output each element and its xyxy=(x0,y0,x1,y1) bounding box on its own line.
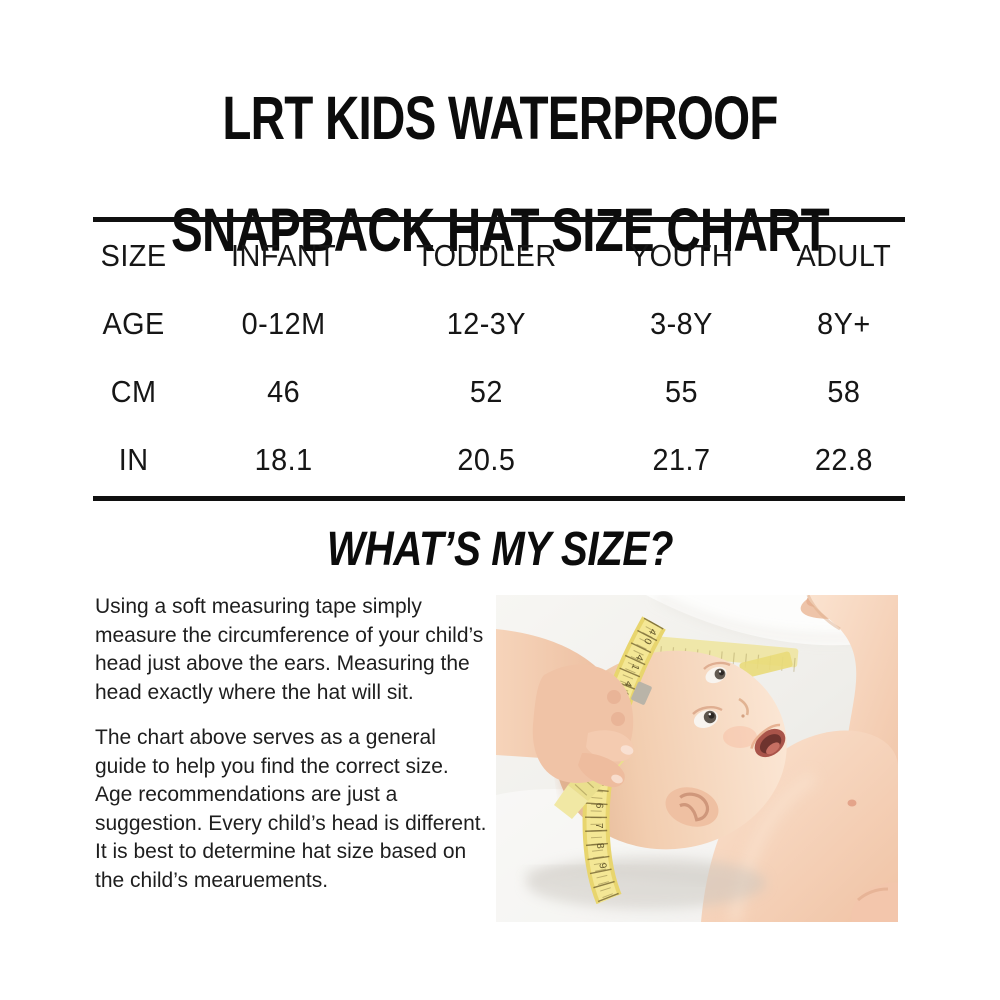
tape-tick-marks xyxy=(584,617,664,904)
cm-row-label: CM xyxy=(110,374,157,409)
baby-ear xyxy=(665,787,719,827)
in-adult: 22.8 xyxy=(815,442,874,477)
cm-infant: 46 xyxy=(267,374,301,409)
baby-mouth xyxy=(750,723,786,758)
head-shadow xyxy=(526,857,766,909)
baby-cheek xyxy=(723,726,757,748)
cm-toddler: 52 xyxy=(470,374,504,409)
baby-nose xyxy=(738,697,749,718)
fingernail xyxy=(620,745,634,755)
baby-measurement-photo: 40 41 42 43 44 45 6 7 8 9 xyxy=(496,595,898,922)
baby-face xyxy=(665,661,786,827)
baby-hand-bottom xyxy=(851,882,898,922)
cm-youth: 55 xyxy=(665,374,699,409)
age-row-label: AGE xyxy=(102,306,165,341)
table-bottom-divider xyxy=(93,496,905,501)
parent-index-finger xyxy=(586,730,634,762)
in-toddler: 20.5 xyxy=(457,442,516,477)
measuring-instructions: Using a soft measuring tape simply measu… xyxy=(95,593,487,895)
in-youth: 21.7 xyxy=(652,442,711,477)
age-youth: 3-8Y xyxy=(650,306,714,341)
page-title: LRT KIDS WATERPROOF SNAPBACK HAT SIZE CH… xyxy=(110,88,890,261)
age-toddler: 12-3Y xyxy=(447,306,527,341)
size-table-header-adult: ADULT xyxy=(796,238,892,273)
tape-buckle xyxy=(631,681,652,705)
size-table-header-toddler: TODDLER xyxy=(416,238,558,273)
parent-hand xyxy=(496,629,634,788)
baby-eye-upper xyxy=(703,661,731,684)
size-table-row-label: SIZE xyxy=(100,238,167,273)
table-top-divider xyxy=(93,217,905,222)
in-row-label: IN xyxy=(118,442,149,477)
size-table-header-youth: YOUTH xyxy=(630,238,734,273)
baby-eye-lower xyxy=(692,706,723,729)
section-heading: WHAT’S MY SIZE? xyxy=(326,523,674,576)
instructions-paragraph-2: The chart above serves as a general guid… xyxy=(95,726,487,892)
page-title-line1: LRT KIDS WATERPROOF xyxy=(222,84,778,152)
age-adult: 8Y+ xyxy=(817,306,871,341)
size-table: SIZE INFANT TODDLER YOUTH ADULT AGE 0-12… xyxy=(93,222,905,494)
age-infant: 0-12M xyxy=(241,306,326,341)
instructions-paragraph-1: Using a soft measuring tape simply measu… xyxy=(95,595,484,704)
size-table-header-infant: INFANT xyxy=(231,238,337,273)
cm-adult: 58 xyxy=(827,374,861,409)
baby-chest-detail xyxy=(847,799,857,807)
tape-numbers-lower: 6 7 8 9 xyxy=(593,803,609,876)
page-title-line2: SNAPBACK HAT SIZE CHART xyxy=(171,196,830,264)
in-infant: 18.1 xyxy=(254,442,313,477)
